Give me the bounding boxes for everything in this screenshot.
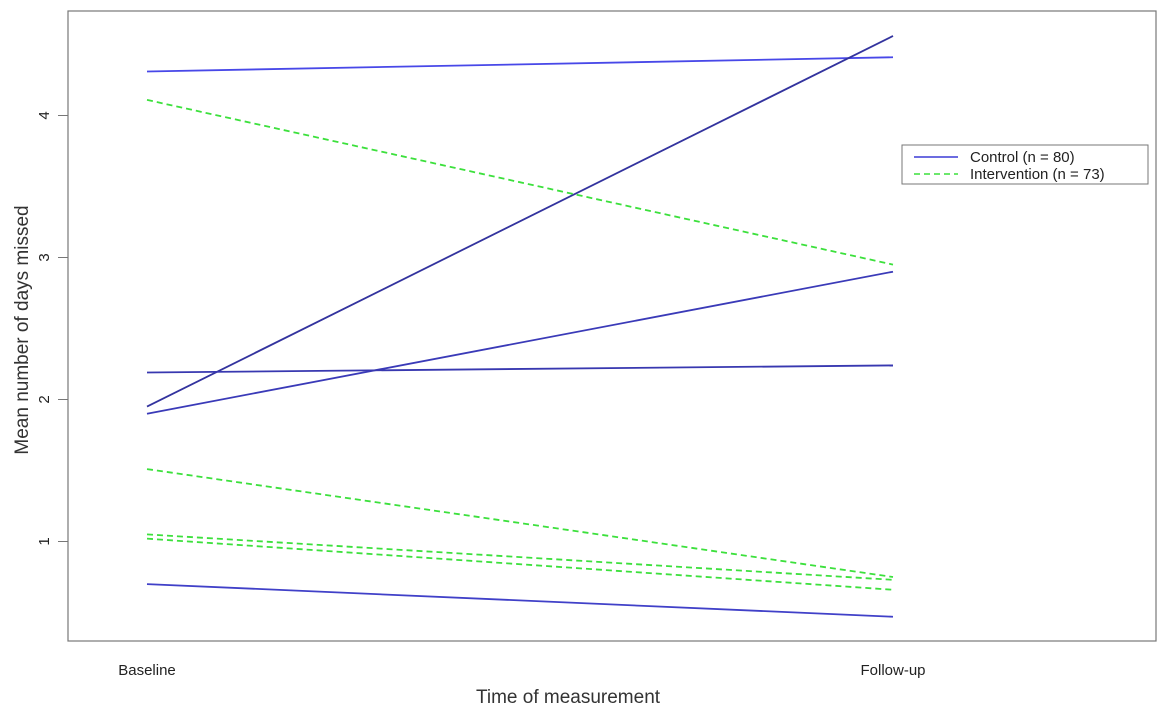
control-series-line-3 [146,364,894,374]
legend-label-intervention: Intervention (n = 73) [970,166,1105,183]
legend-label-control: Control (n = 80) [970,149,1075,166]
x-axis: Baseline Follow-up [118,662,925,679]
y-axis: 1 2 3 4 [36,111,68,546]
y-tick-label: 2 [36,395,53,403]
y-tick-label: 1 [36,537,53,545]
x-axis-title: Time of measurement [476,687,661,708]
control-series-line-1 [146,35,894,408]
intervention-series-line-8 [146,537,894,591]
x-tick-label: Baseline [118,662,176,679]
series-layer [146,35,894,618]
y-tick-label: 4 [36,111,53,119]
x-tick-label: Follow-up [860,662,925,679]
control-series-line-2 [146,270,894,415]
y-axis-title: Mean number of days missed [12,205,33,454]
plot-frame [67,10,1157,642]
intervention-series-line-7 [146,533,894,581]
intervention-series-line-5 [146,99,894,266]
y-tick-label: 3 [36,253,53,261]
legend: Control (n = 80) Intervention (n = 73) [901,144,1149,185]
intervention-series-line-6 [146,468,894,578]
control-series-line-0 [146,56,894,73]
control-series-line-4 [146,583,894,618]
legend-box [901,144,1149,185]
